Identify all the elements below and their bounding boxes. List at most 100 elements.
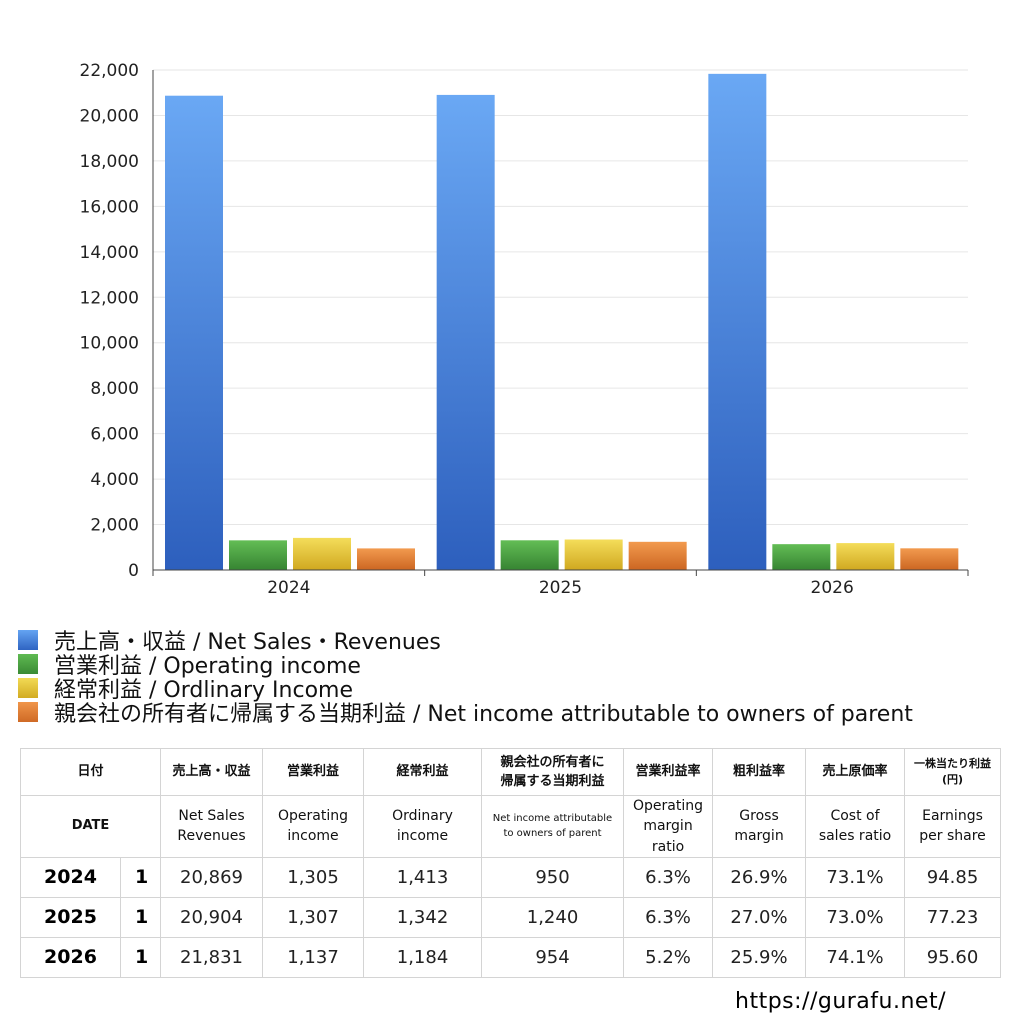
header-net-income-jp-line1: 親会社の所有者に	[500, 754, 605, 770]
cell-operating-margin: 5.2%	[623, 936, 714, 978]
y-tick-label: 10,000	[80, 334, 139, 354]
row-year: 2026	[20, 936, 121, 978]
footer-url: https://gurafu.net/	[735, 989, 946, 1014]
header-net-income-en-line1: Net income attributable	[492, 813, 613, 825]
header-eps-en-line1: Earnings	[922, 808, 983, 825]
y-tick-label: 6,000	[90, 425, 139, 445]
legend-item-ordinary-income: 経常利益 / Ordlinary Income	[18, 676, 1018, 703]
table-header-row-en: DATE Net Sales Revenues Operating income…	[19, 795, 1002, 858]
row-year: 2025	[20, 896, 121, 938]
chart-legend: 売上高・収益 / Net Sales・Revenues 営業利益 / Opera…	[18, 628, 1018, 727]
header-net-income-en: Net income attributable to owners of par…	[481, 795, 625, 858]
legend-swatch-net-sales	[18, 630, 38, 650]
x-axis-tick-labels: 2024 2025 2026	[267, 578, 854, 598]
header-operating-margin-en-line3: ratio	[651, 838, 685, 855]
bar-ordinary-income-2024	[293, 537, 351, 570]
header-ordinary-income-en-line2: income	[396, 828, 449, 845]
header-gross-margin-en-line2: margin	[734, 828, 784, 845]
header-operating-margin-jp: 営業利益率	[623, 748, 714, 796]
bar-operating-income-2025	[500, 540, 559, 570]
cell-ordinary-income: 1,184	[363, 936, 483, 978]
header-net-sales-en: Net Sales Revenues	[160, 795, 264, 858]
header-ordinary-income-en-line1: Ordinary	[392, 808, 453, 825]
header-date-en: DATE	[19, 795, 162, 858]
cell-operating-income: 1,305	[262, 856, 365, 898]
table-row: 2026 1 21,831 1,137 1,184 954 5.2% 25.9%…	[20, 936, 1002, 978]
row-year: 2024	[20, 856, 121, 898]
y-tick-label: 14,000	[80, 243, 139, 263]
bar-net-sales-2024	[165, 95, 223, 571]
y-axis-tick-labels: 0 2,000 4,000 6,000 8,000 10,000 12,000 14,000 1…	[80, 61, 139, 581]
bar-chart: 0 2,000 4,000 6,000 8,000 10,000 12,000 14,000 1…	[80, 61, 969, 598]
legend-swatch-ordinary-income	[18, 678, 38, 698]
row-month: 1	[119, 896, 162, 938]
header-operating-income-jp: 営業利益	[262, 748, 365, 796]
legend-swatch-net-income	[18, 702, 38, 722]
x-tick-label: 2024	[267, 578, 310, 598]
header-net-income-jp: 親会社の所有者に 帰属する当期利益	[481, 748, 625, 796]
bar-net-income-2024	[357, 548, 415, 570]
header-operating-income-en-line1: Operating	[278, 808, 349, 825]
header-cost-ratio-en: Cost of sales ratio	[805, 795, 906, 858]
cell-ordinary-income: 1,342	[363, 896, 483, 938]
header-operating-margin-en-line1: Operating	[633, 798, 704, 814]
header-net-income-en-line2: to owners of parent	[503, 828, 602, 840]
y-tick-label: 20,000	[80, 106, 139, 126]
bar-operating-income-2026	[772, 544, 831, 570]
header-cost-ratio-jp: 売上原価率	[805, 748, 906, 796]
header-gross-margin-en-line1: Gross	[739, 808, 779, 825]
cell-net-income: 950	[481, 856, 625, 898]
y-tick-label: 22,000	[80, 61, 139, 81]
bar-ordinary-income-2025	[564, 539, 623, 570]
header-net-income-jp-line2: 帰属する当期利益	[500, 774, 605, 789]
table-header-row-jp: 日付 売上高・収益 営業利益 経常利益 親会社の所有者に 帰属する当期利益 営業…	[19, 748, 1002, 796]
cell-net-sales: 20,904	[160, 896, 264, 938]
bar-ordinary-income-2026	[836, 543, 895, 570]
cell-operating-margin: 6.3%	[623, 896, 714, 938]
legend-item-operating-income: 営業利益 / Operating income	[18, 652, 1018, 679]
legend-label-ordinary-income: 経常利益 / Ordlinary Income	[54, 678, 353, 703]
cell-net-sales: 20,869	[160, 856, 264, 898]
header-operating-income-en-line2: income	[287, 828, 339, 845]
y-tick-label: 0	[128, 561, 139, 581]
bar-net-income-2026	[900, 548, 959, 570]
header-eps-en-line2: per share	[919, 828, 986, 845]
legend-swatch-operating-income	[18, 654, 38, 674]
header-ordinary-income-jp: 経常利益	[363, 748, 483, 796]
header-cost-ratio-en-line1: Cost of	[830, 808, 880, 825]
cell-net-income: 1,240	[481, 896, 625, 938]
cell-gross-margin: 27.0%	[712, 896, 807, 938]
y-tick-label: 12,000	[80, 288, 139, 308]
cell-eps: 95.60	[904, 936, 1002, 978]
header-eps-jp-line1: 一株当たり利益	[914, 756, 992, 770]
cell-net-income: 954	[481, 936, 625, 978]
y-tick-label: 8,000	[90, 379, 139, 399]
financial-data-table: 日付 売上高・収益 営業利益 経常利益 親会社の所有者に 帰属する当期利益 営業…	[19, 748, 1002, 978]
header-net-sales-jp: 売上高・収益	[160, 748, 264, 796]
header-date-jp: 日付	[19, 748, 162, 796]
cell-gross-margin: 25.9%	[712, 936, 807, 978]
header-eps-jp: 一株当たり利益 (円)	[904, 748, 1002, 796]
chart-axes	[152, 70, 969, 576]
row-month: 1	[119, 936, 162, 978]
legend-label-net-sales: 売上高・収益 / Net Sales・Revenues	[54, 630, 441, 655]
header-ordinary-income-en: Ordinary income	[363, 795, 483, 858]
legend-label-operating-income: 営業利益 / Operating income	[54, 654, 361, 679]
cell-cost-ratio: 74.1%	[805, 936, 906, 978]
chart-bars	[165, 73, 959, 571]
bar-net-income-2025	[628, 541, 687, 570]
header-eps-jp-line2: (円)	[941, 773, 964, 786]
header-gross-margin-jp: 粗利益率	[712, 748, 807, 796]
table-row: 2025 1 20,904 1,307 1,342 1,240 6.3% 27.…	[20, 896, 1002, 938]
header-operating-margin-en: Operating margin ratio	[623, 795, 714, 858]
x-tick-label: 2025	[539, 578, 582, 598]
table-row: 2024 1 20,869 1,305 1,413 950 6.3% 26.9%…	[20, 856, 1002, 898]
legend-label-net-income: 親会社の所有者に帰属する当期利益 / Net income attributab…	[54, 702, 913, 727]
cell-gross-margin: 26.9%	[712, 856, 807, 898]
cell-operating-income: 1,137	[262, 936, 365, 978]
cell-operating-margin: 6.3%	[623, 856, 714, 898]
y-tick-label: 18,000	[80, 152, 139, 172]
bar-operating-income-2024	[229, 540, 287, 570]
cell-eps: 77.23	[904, 896, 1002, 938]
